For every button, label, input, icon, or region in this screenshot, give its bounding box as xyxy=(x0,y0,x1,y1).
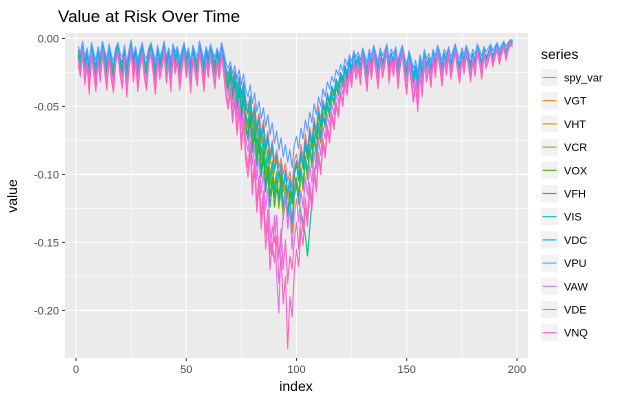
legend-title: series xyxy=(541,46,578,62)
y-tick-label: -0.20 xyxy=(34,305,59,317)
x-axis-title: index xyxy=(279,378,312,394)
x-tick-label: 50 xyxy=(180,364,192,376)
y-tick-label: 0.00 xyxy=(38,33,59,45)
x-axis-ticks: 0 50 100 150 200 xyxy=(73,358,526,376)
legend-label-VAW: VAW xyxy=(564,281,588,293)
x-tick-label: 0 xyxy=(73,364,79,376)
x-tick-label: 200 xyxy=(508,364,526,376)
legend-label-VIS: VIS xyxy=(564,212,582,224)
y-axis-title: value xyxy=(4,179,20,213)
y-axis-ticks: 0.00 -0.05 -0.10 -0.15 -0.20 xyxy=(34,33,65,317)
series-line-VPU xyxy=(77,39,513,169)
series-line-VAW xyxy=(77,41,513,314)
legend-label-VDC: VDC xyxy=(564,235,587,247)
legend-label-VDE: VDE xyxy=(564,305,587,317)
x-tick-label: 100 xyxy=(287,364,305,376)
legend-label-spy_var: spy_var xyxy=(564,73,603,85)
legend-label-VPU: VPU xyxy=(564,258,587,270)
x-tick-label: 150 xyxy=(398,364,416,376)
y-tick-label: -0.10 xyxy=(34,169,59,181)
legend-label-VOX: VOX xyxy=(564,165,588,177)
legend: series spy_var VGT VHT VCR VOX VFH VIS VDC VPU VA… xyxy=(541,46,603,342)
series-line-VDC xyxy=(77,40,513,200)
legend-label-VFH: VFH xyxy=(564,189,586,201)
series-line-VNQ xyxy=(77,44,513,350)
y-tick-label: -0.05 xyxy=(34,101,59,113)
y-tick-label: -0.15 xyxy=(34,237,59,249)
legend-label-VCR: VCR xyxy=(564,142,587,154)
legend-label-VGT: VGT xyxy=(564,96,587,108)
legend-label-VNQ: VNQ xyxy=(564,328,588,340)
chart-title: Value at Risk Over Time xyxy=(58,7,240,26)
legend-label-VHT: VHT xyxy=(564,119,586,131)
series-lines xyxy=(77,39,513,350)
